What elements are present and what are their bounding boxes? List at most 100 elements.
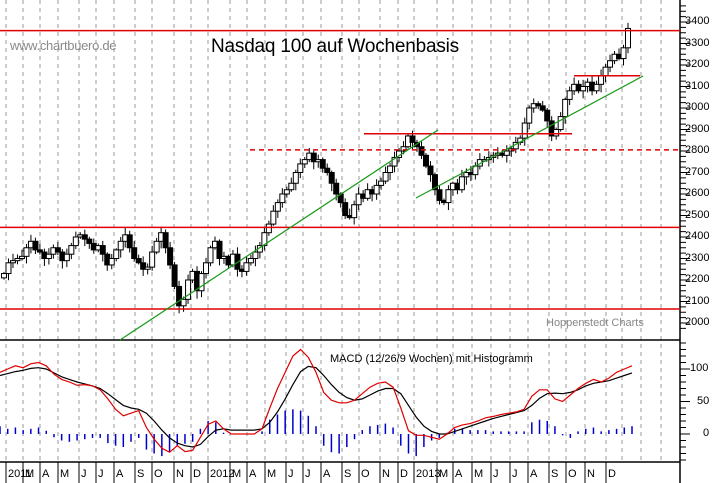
candle-body [14,258,21,262]
x-month-label: A [42,468,50,480]
candle-body [351,204,358,219]
x-month-label: J [81,468,87,480]
macd-tick-label: 0 [703,427,710,439]
candle-body [270,210,277,225]
candle-body [23,247,30,257]
candle-body [400,146,407,152]
x-month-label: D [193,468,201,480]
x-month-label: A [116,468,124,480]
x-month-label: D [400,468,408,480]
candle-body [18,255,25,260]
candle-body [539,105,546,111]
candle-body [171,264,178,287]
candle-body [607,60,614,68]
chart-title: Nasdaq 100 auf Wochenbasis [211,36,459,57]
candle-body [342,202,349,217]
candle-body [72,236,79,247]
candle-body [328,172,335,184]
candle-body [391,156,398,167]
x-month-label: O [154,468,163,480]
candle-body [521,122,528,139]
y-tick-label: 3000 [685,101,710,113]
y-tick-label: 3100 [685,79,710,92]
candle-body [216,240,223,260]
candle-body [252,251,259,260]
candle-body [387,165,394,174]
candle-body [131,247,138,259]
candle-body [207,247,214,264]
candle-body [54,247,61,253]
candle-body [86,238,93,244]
x-month-label: S [137,468,145,480]
x-month-label: M [60,468,70,480]
chart-credit: Hoppenstedt Charts [546,317,644,329]
candle-body [243,262,250,272]
candle-body [126,234,133,249]
x-month-label: N [382,468,390,480]
candle-body [324,167,331,173]
y-tick-label: 2000 [685,316,710,328]
watermark: www.chartbuero.de [10,38,117,53]
candle-body [45,253,52,259]
candle-body [418,146,425,156]
y-tick-label: 2500 [685,208,710,221]
y-tick-label: 2100 [685,294,710,307]
x-month-label: J [288,468,294,480]
x-month-label: 2012 [210,468,235,480]
candle-body [431,174,438,191]
x-month-label: S [551,468,559,480]
candle-body [68,245,75,255]
trend-line [415,75,644,199]
candle-body [185,279,192,300]
candle-body [557,116,564,130]
candle-body [409,135,416,143]
candle-body [180,298,187,307]
x-month-label: M [25,468,35,480]
macd-label: MACD (12/26/9 Wochen) mit Histogramm [330,353,533,365]
x-month-label: O [568,468,577,480]
x-month-label: N [587,468,595,480]
y-tick-label: 2700 [685,165,710,178]
candle-body [458,176,465,191]
candle-body [544,109,551,122]
candle-body [149,251,156,268]
candle-body [292,172,299,184]
candle-body [503,150,510,156]
candle-body [198,273,205,292]
candle-body [553,129,560,137]
candle-body [36,249,43,253]
candle-body [310,152,317,163]
candle-body [548,120,555,137]
y-tick-label: 2400 [685,230,710,242]
y-tick-label: 3200 [685,58,710,70]
x-month-label: J [493,468,499,480]
candle-body [117,240,124,251]
x-month-label: M [267,468,277,480]
candle-body [203,262,210,275]
x-month-label: M [474,468,484,480]
candle-body [234,253,241,270]
x-month-label: M [232,468,242,480]
x-month-label: A [249,468,257,480]
candle-body [108,258,115,266]
candle-body [288,182,295,191]
y-tick-label: 2200 [685,273,710,285]
candle-body [598,75,605,85]
x-month-label: D [608,468,616,480]
candle-body [176,285,183,307]
candle-body [274,202,281,212]
y-tick-label: 2900 [685,122,710,135]
macd-tick-label: 100 [690,362,709,374]
x-month-label: J [305,468,311,480]
candle-body [279,193,286,204]
candle-body [422,154,429,167]
candle-body [261,232,268,247]
candle-body [297,163,304,173]
candle-body [526,107,533,124]
candle-body [1,273,7,279]
candle-body [9,260,16,264]
candle-body [162,232,169,249]
y-tick-label: 3400 [685,15,710,27]
x-month-label: J [512,468,518,480]
x-month-label: A [323,468,331,480]
